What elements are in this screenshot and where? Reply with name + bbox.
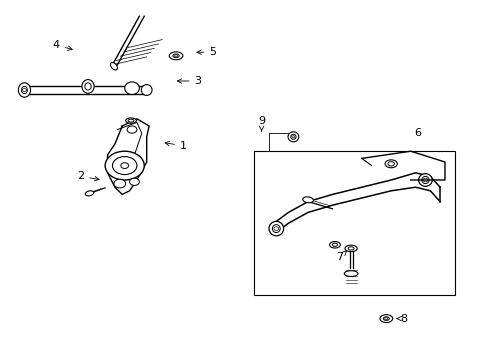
Text: 7: 7 [336, 251, 346, 262]
Ellipse shape [19, 83, 30, 97]
Ellipse shape [268, 221, 283, 236]
Ellipse shape [385, 160, 397, 168]
Ellipse shape [128, 119, 134, 122]
Ellipse shape [290, 134, 296, 139]
Ellipse shape [173, 54, 179, 58]
Text: 9: 9 [258, 116, 264, 131]
Ellipse shape [272, 225, 280, 233]
Ellipse shape [110, 63, 117, 70]
Ellipse shape [344, 271, 357, 276]
Ellipse shape [85, 83, 91, 90]
Text: 3: 3 [177, 76, 201, 86]
Ellipse shape [332, 243, 337, 247]
Text: 6: 6 [414, 128, 421, 138]
Text: 1: 1 [164, 141, 186, 151]
Ellipse shape [347, 247, 353, 250]
Ellipse shape [81, 80, 94, 93]
Ellipse shape [329, 242, 340, 248]
Circle shape [273, 227, 278, 230]
Text: 4: 4 [53, 40, 72, 50]
Circle shape [112, 157, 137, 175]
Ellipse shape [21, 86, 27, 94]
Circle shape [105, 151, 144, 180]
Circle shape [384, 318, 387, 320]
Circle shape [291, 136, 294, 138]
FancyBboxPatch shape [254, 151, 454, 295]
Ellipse shape [418, 174, 431, 186]
Ellipse shape [125, 118, 136, 123]
Circle shape [121, 163, 128, 168]
Ellipse shape [141, 85, 152, 95]
Text: 8: 8 [396, 314, 406, 324]
Circle shape [129, 178, 139, 185]
Ellipse shape [302, 197, 313, 203]
Text: 2: 2 [77, 171, 99, 181]
Circle shape [22, 89, 26, 91]
Ellipse shape [387, 162, 393, 166]
Ellipse shape [85, 191, 94, 196]
Ellipse shape [383, 317, 388, 320]
Circle shape [114, 179, 125, 188]
Ellipse shape [379, 315, 392, 323]
Circle shape [422, 178, 427, 182]
Circle shape [127, 126, 137, 133]
Ellipse shape [124, 82, 139, 95]
Ellipse shape [287, 132, 298, 142]
Ellipse shape [169, 52, 183, 60]
Text: 5: 5 [197, 47, 216, 57]
Ellipse shape [421, 176, 428, 184]
Ellipse shape [344, 245, 356, 252]
Circle shape [174, 55, 177, 57]
